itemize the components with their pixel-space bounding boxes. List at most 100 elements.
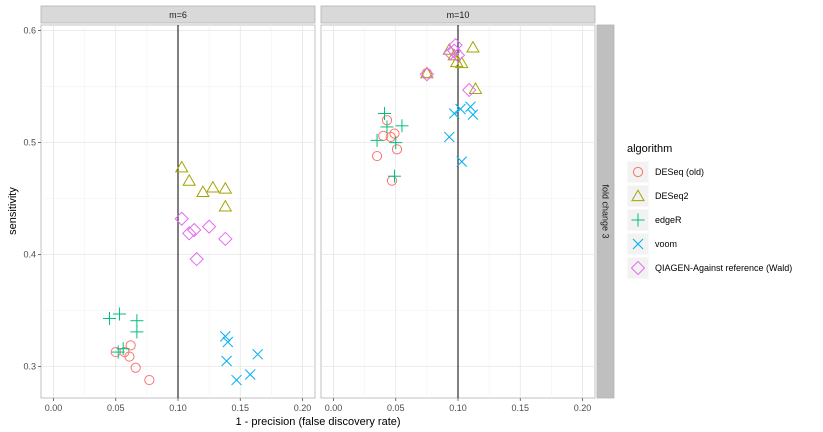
facet-strip-label: m=6 — [169, 10, 187, 20]
series-voom — [219, 331, 264, 386]
data-point — [465, 101, 476, 113]
x-tick-label: 0.00 — [45, 403, 63, 413]
series-edger — [103, 307, 144, 359]
y-axis-title: sensitivity — [7, 187, 19, 235]
data-point — [371, 150, 383, 162]
data-point — [221, 355, 232, 367]
facet-strip — [320, 5, 596, 24]
legend-item: voom — [626, 232, 677, 256]
panels-layer: m=6 m=10 fold change 3 — [40, 5, 615, 399]
data-point — [380, 120, 394, 134]
x-tick-label: 0.00 — [325, 403, 343, 413]
data-point — [244, 369, 256, 380]
data-point — [468, 82, 483, 94]
x-tick-label: 0.10 — [449, 403, 467, 413]
legend-key — [626, 184, 650, 208]
data-point — [391, 144, 403, 155]
row-strip — [596, 24, 615, 399]
data-point — [124, 351, 135, 362]
data-point — [182, 173, 197, 186]
legend-marker — [631, 213, 645, 227]
data-point — [462, 82, 477, 98]
data-point — [454, 56, 469, 69]
x-axis-title: 1 - precision (false discovery rate) — [235, 416, 400, 428]
data-point — [218, 231, 233, 247]
data-point — [419, 67, 435, 82]
data-point — [130, 325, 144, 339]
legend-label: DESeq (old) — [655, 167, 704, 177]
x-tick-label: 0.20 — [294, 403, 312, 413]
x-tick-label: 0.15 — [232, 403, 250, 413]
x-tick-label: 0.20 — [574, 403, 592, 413]
facet-strip — [40, 5, 316, 24]
data-point — [206, 180, 220, 193]
data-point — [370, 133, 384, 147]
data-point — [450, 48, 466, 63]
data-point — [466, 40, 480, 53]
y-tick-label: 0.5 — [23, 138, 36, 148]
data-point — [130, 314, 144, 328]
series-voom — [443, 101, 479, 168]
data-point — [111, 345, 125, 359]
data-point — [144, 374, 155, 386]
y-tick-label: 0.6 — [23, 26, 36, 36]
data-point — [218, 199, 233, 212]
data-point — [112, 307, 126, 321]
legend-marker — [631, 189, 645, 202]
legend-marker — [630, 260, 646, 276]
x-tick-label: 0.10 — [169, 403, 187, 413]
data-point — [231, 374, 242, 386]
data-point — [467, 109, 479, 120]
data-point — [182, 226, 197, 241]
legend: algorithm DESeq (old) DESeq2 edgeR voom QIAGE… — [626, 143, 792, 280]
data-point — [443, 131, 455, 143]
legend-key — [626, 160, 650, 184]
panel-m-10: m=10 — [320, 5, 596, 399]
legend-marker — [632, 166, 644, 178]
row-strip-label: fold change 3 — [601, 184, 611, 238]
x-tick-label: 0.05 — [107, 403, 125, 413]
facet-strip-label: m=10 — [447, 10, 470, 20]
series-deseq2 — [174, 160, 233, 212]
legend-item: DESeq (old) — [626, 160, 704, 184]
data-point — [130, 362, 141, 373]
data-point — [389, 128, 400, 139]
legend-title: algorithm — [627, 143, 672, 155]
data-point — [395, 119, 409, 133]
data-point — [387, 169, 401, 183]
series-qiagen-against-reference-wald- — [174, 211, 233, 267]
data-point — [201, 219, 217, 234]
data-point — [218, 181, 233, 194]
legend-marker — [632, 238, 644, 250]
legend-item: edgeR — [626, 208, 682, 232]
legend-label: voom — [655, 239, 677, 249]
legend-key — [626, 256, 650, 280]
x-tick-label: 0.05 — [387, 403, 405, 413]
data-point — [252, 348, 264, 360]
data-point — [174, 211, 189, 226]
data-point — [125, 340, 136, 351]
data-point — [448, 108, 460, 119]
data-point — [455, 103, 466, 115]
panel-m-6: m=6 — [40, 5, 316, 399]
data-point — [389, 136, 403, 150]
y-tick-label: 0.4 — [23, 250, 36, 260]
legend-label: QIAGEN-Against reference (Wald) — [655, 263, 792, 273]
legend-item: QIAGEN-Against reference (Wald) — [626, 256, 792, 280]
y-tick-label: 0.3 — [23, 362, 36, 372]
x-tick-label: 0.15 — [512, 403, 530, 413]
data-point — [189, 251, 204, 267]
data-point — [219, 331, 231, 342]
legend-item: DESeq2 — [626, 184, 689, 208]
series-edger — [370, 106, 409, 183]
axes-layer: 0.00 0.05 0.10 0.15 0.20 0.3 0.4 0.5 0.6 0.00 0.05… — [7, 26, 591, 428]
series-qiagen-against-reference-wald- — [419, 37, 477, 98]
legend-label: edgeR — [655, 215, 682, 225]
data-point — [378, 106, 392, 120]
data-point — [103, 311, 116, 325]
data-point — [419, 66, 434, 79]
data-point — [222, 336, 234, 348]
data-point — [116, 342, 130, 356]
data-point — [456, 156, 468, 168]
